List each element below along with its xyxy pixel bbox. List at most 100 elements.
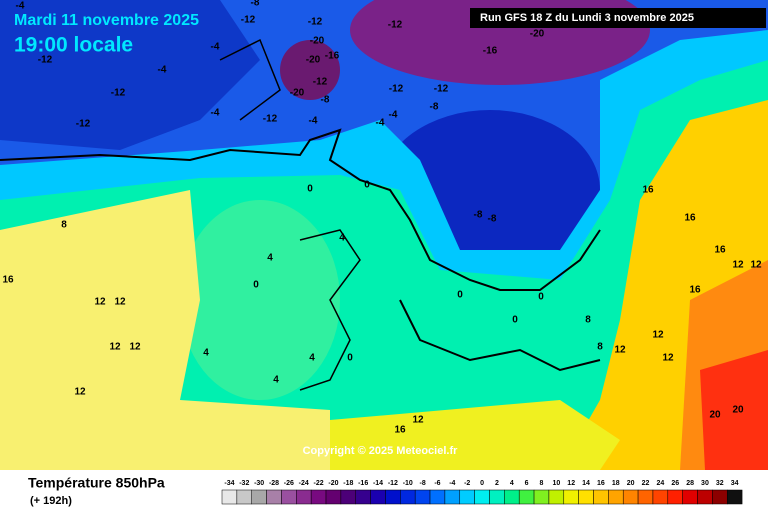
contour-label: 20 bbox=[709, 410, 721, 421]
legend-swatch bbox=[652, 489, 669, 505]
contour-label: 4 bbox=[203, 348, 209, 359]
contour-label: -20 bbox=[310, 36, 325, 47]
legend-label: 16 bbox=[597, 480, 605, 487]
contour-label: -16 bbox=[483, 46, 498, 57]
contour-label: -12 bbox=[241, 15, 256, 26]
coastline bbox=[219, 38, 361, 391]
contour-label: 12 bbox=[74, 387, 86, 398]
legend-label: -2 bbox=[464, 480, 470, 487]
contour-label: 4 bbox=[309, 353, 315, 364]
contour-label: -12 bbox=[388, 20, 403, 31]
contour-label: 8 bbox=[597, 342, 603, 353]
legend-label: -22 bbox=[314, 480, 324, 487]
time-text: 19:00 locale bbox=[14, 34, 133, 57]
run-text: Run GFS 18 Z du Lundi 3 novembre 2025 bbox=[480, 12, 694, 24]
legend-label: 0 bbox=[480, 480, 484, 487]
contour-label: -16 bbox=[325, 51, 340, 62]
contour-label: 0 bbox=[253, 280, 259, 291]
contour-label: 0 bbox=[512, 315, 518, 326]
legend-label: 28 bbox=[686, 480, 694, 487]
warm-zone bbox=[330, 400, 620, 470]
legend-label: -28 bbox=[269, 480, 279, 487]
legend-swatch bbox=[622, 489, 639, 505]
legend-swatch bbox=[578, 489, 594, 505]
legend-swatch bbox=[281, 489, 297, 505]
contour-label: 20 bbox=[732, 405, 744, 416]
legend-swatch bbox=[712, 489, 728, 505]
legend-swatch bbox=[221, 489, 238, 505]
legend-swatch bbox=[593, 489, 609, 505]
legend-label: 24 bbox=[656, 480, 664, 487]
legend-swatch bbox=[296, 489, 312, 505]
legend-swatch bbox=[504, 489, 520, 505]
contour-label: 16 bbox=[2, 275, 14, 286]
contour-label: 4 bbox=[339, 233, 345, 244]
legend-label: 14 bbox=[582, 480, 590, 487]
border-line bbox=[0, 128, 601, 372]
legend-swatch bbox=[251, 489, 267, 505]
contour-labels: -4-12-12-4-12-8-12-20-16-20-12-4-12 -12-4… bbox=[2, 0, 762, 436]
contour-label: 12 bbox=[750, 260, 762, 271]
blue-zone bbox=[0, 0, 260, 150]
contour-label: -4 bbox=[211, 108, 220, 119]
contour-label: 12 bbox=[114, 297, 126, 308]
contour-label: -8 bbox=[488, 214, 497, 225]
legend-swatch bbox=[533, 489, 550, 505]
date-text: Mardi 11 novembre 2025 bbox=[14, 12, 199, 29]
legend-label: 34 bbox=[731, 480, 739, 487]
contour-label: 0 bbox=[457, 290, 463, 301]
legend-label: 22 bbox=[642, 480, 650, 487]
legend-swatch bbox=[400, 489, 416, 505]
contour-label: 16 bbox=[642, 185, 654, 196]
contour-label: 16 bbox=[394, 425, 406, 436]
legend-label: 2 bbox=[495, 480, 499, 487]
contour-label: 0 bbox=[538, 292, 544, 303]
legend-swatch bbox=[637, 489, 654, 505]
legend-swatch bbox=[563, 489, 579, 505]
contour-label: -8 bbox=[321, 95, 330, 106]
contour-label: 0 bbox=[347, 353, 353, 364]
legend-label: -6 bbox=[434, 480, 440, 487]
contour-label: -4 bbox=[389, 110, 398, 121]
contour-label: 12 bbox=[109, 342, 121, 353]
contour-label: 16 bbox=[689, 285, 701, 296]
contour-label: -12 bbox=[313, 77, 328, 88]
legend-swatch bbox=[459, 489, 475, 505]
legend-label: -26 bbox=[284, 480, 294, 487]
legend-label: 20 bbox=[627, 480, 635, 487]
legend-swatch bbox=[697, 489, 713, 505]
contour-label: -4 bbox=[211, 42, 220, 53]
contour-label: 12 bbox=[94, 297, 106, 308]
contour-label: -8 bbox=[430, 102, 439, 113]
legend-label: -10 bbox=[403, 480, 413, 487]
legend-swatch bbox=[667, 489, 683, 505]
legend-label: -14 bbox=[373, 480, 383, 487]
run-box bbox=[470, 8, 766, 28]
legend-swatch bbox=[355, 489, 371, 505]
contour-label: 12 bbox=[652, 330, 664, 341]
green-zone bbox=[180, 200, 340, 400]
legend-label: 6 bbox=[525, 480, 529, 487]
hot-zone bbox=[700, 350, 768, 470]
contour-label: -20 bbox=[530, 29, 545, 40]
legend-label: 32 bbox=[716, 480, 724, 487]
legend-swatch bbox=[325, 489, 342, 505]
contour-label: 4 bbox=[267, 253, 273, 264]
contour-label: -12 bbox=[263, 114, 278, 125]
legend-label: 26 bbox=[671, 480, 679, 487]
legend-swatch bbox=[385, 489, 401, 505]
legend-label: 4 bbox=[510, 480, 514, 487]
contour-label: -4 bbox=[158, 65, 167, 76]
contour-label: 12 bbox=[662, 353, 674, 364]
legend-label: 12 bbox=[567, 480, 575, 487]
contour-label: 8 bbox=[61, 220, 67, 231]
contour-label: -4 bbox=[16, 1, 25, 12]
contour-label: -20 bbox=[290, 88, 305, 99]
map-field bbox=[0, 0, 768, 470]
colorbar: -34 -32 -30 -28 -26 -24 -22 -20 -18 -16 -14 -12 -10-… bbox=[221, 480, 743, 505]
contour-label: -12 bbox=[389, 84, 404, 95]
contour-label: 4 bbox=[273, 375, 279, 386]
legend-swatch bbox=[414, 489, 431, 505]
legend-swatch bbox=[340, 489, 356, 505]
